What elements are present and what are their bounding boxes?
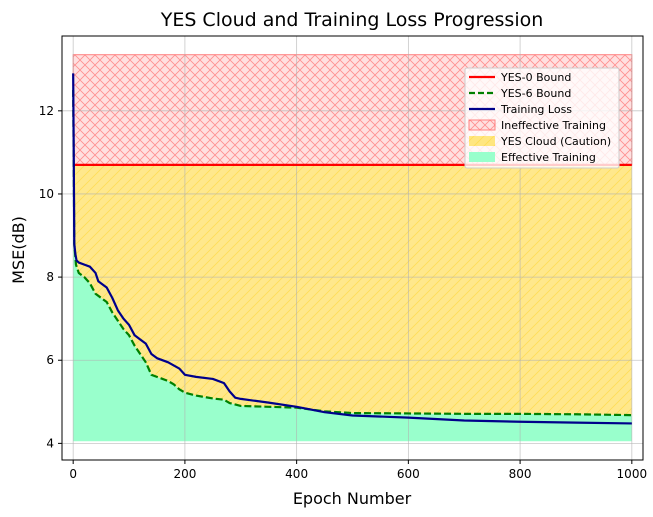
y-tick-label: 12: [39, 104, 54, 118]
legend-swatch: [469, 152, 495, 162]
x-tick-label: 0: [69, 467, 77, 481]
y-tick-label: 6: [46, 353, 54, 367]
x-tick-label: 200: [173, 467, 196, 481]
effective-training-region: [73, 90, 632, 442]
y-tick-label: 4: [46, 436, 54, 450]
x-axis-label: Epoch Number: [293, 489, 412, 508]
training-loss-line: [72, 73, 632, 425]
x-tick-label: 800: [509, 467, 532, 481]
y-axis-label: MSE(dB): [9, 216, 28, 284]
legend: YES-0 Bound YES-6 Bound Training Loss Ineff…: [464, 67, 620, 169]
y-tick-label: 8: [46, 270, 54, 284]
chart-title: YES Cloud and Training Loss Progression: [160, 9, 544, 31]
y-tick-label: 10: [39, 187, 54, 201]
x-tick-label: 600: [397, 467, 420, 481]
x-tick-label: 1000: [617, 467, 648, 481]
legend-label: YES-0 Bound: [500, 71, 571, 84]
legend-label: Effective Training: [501, 151, 596, 164]
legend-label: YES-6 Bound: [500, 87, 571, 100]
legend-box: [464, 67, 620, 169]
legend-label: YES Cloud (Caution): [500, 135, 611, 148]
yes-cloud-hatch: [73, 164, 632, 416]
legend-swatch-hatch: [469, 136, 495, 146]
x-tick-label: 400: [285, 467, 308, 481]
legend-swatch-hatch: [469, 120, 495, 130]
legend-label: Ineffective Training: [501, 119, 606, 132]
legend-label: Training Loss: [500, 103, 572, 116]
plot-frame: [61, 35, 644, 461]
